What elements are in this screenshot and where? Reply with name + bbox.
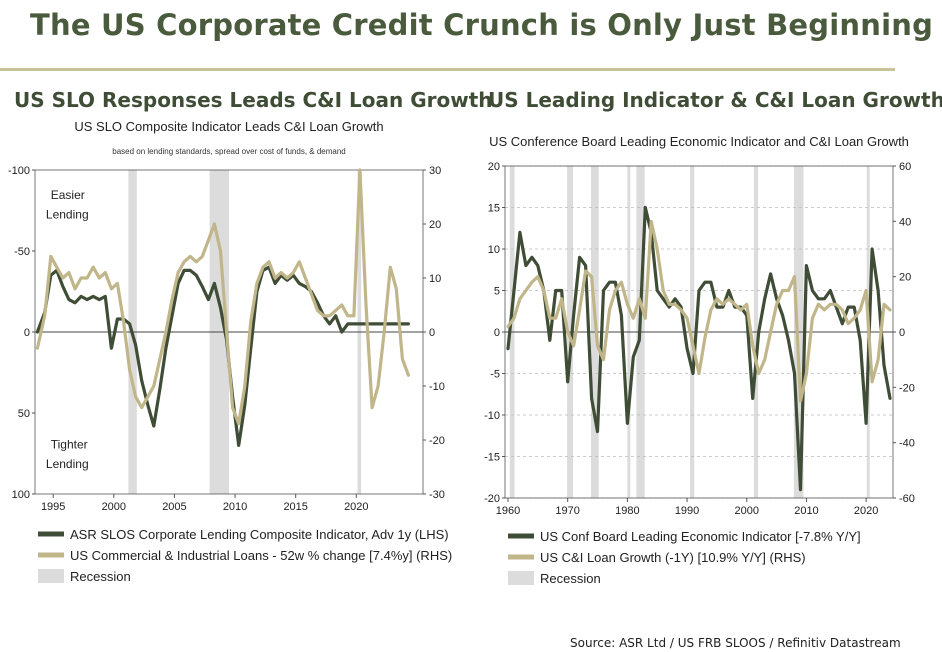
annotation-label: Lending (46, 208, 89, 222)
right-panel-title: US Leading Indicator & C&I Loan Growth (488, 88, 942, 112)
y-right-tick-label: 20 (429, 219, 441, 231)
legend-label: US Commercial & Industrial Loans - 52w %… (70, 548, 452, 563)
x-tick-label: 2015 (283, 501, 307, 513)
chart-title: US SLO Composite Indicator Leads C&I Loa… (74, 119, 383, 134)
y-right-tick-label: 40 (899, 216, 911, 228)
legend-label: Recession (540, 571, 601, 586)
y-right-tick-label: -10 (429, 381, 445, 393)
y-right-tick-label: 0 (899, 327, 905, 339)
x-tick-label: 2010 (223, 501, 247, 513)
leading-indicator-chart: US Conference Board Leading Economic Ind… (484, 134, 915, 586)
x-tick-label: 2005 (162, 501, 186, 513)
y-left-tick-label: 10 (488, 244, 500, 256)
x-tick-label: 2000 (735, 505, 759, 517)
y-left-tick-label: 100 (12, 489, 30, 501)
y-right-tick-label: 30 (429, 165, 441, 177)
y-left-tick-label: 5 (494, 286, 500, 298)
y-left-tick-label: -15 (484, 452, 500, 464)
x-tick-label: 1980 (615, 505, 639, 517)
y-left-tick-label: 20 (488, 161, 500, 173)
legend-label: US C&I Loan Growth (-1Y) [10.9% Y/Y] (RH… (540, 550, 806, 565)
y-right-tick-label: -20 (899, 382, 915, 394)
legend-label: Recession (70, 569, 131, 584)
y-left-tick-label: 50 (18, 408, 30, 420)
page-title: The US Corporate Credit Crunch is Only J… (30, 8, 934, 42)
series-line-1 (35, 265, 410, 447)
annotation-label: Lending (46, 457, 89, 471)
y-left-tick-label: 15 (488, 203, 500, 215)
y-right-tick-label: 20 (899, 272, 911, 284)
title-divider (0, 68, 895, 71)
x-tick-label: 1990 (675, 505, 699, 517)
y-left-tick-label: -50 (14, 246, 30, 258)
y-right-tick-label: 60 (899, 161, 911, 173)
y-left-tick-label: -10 (484, 410, 500, 422)
annotation-label: Tighter (51, 438, 88, 452)
y-left-tick-label: 0 (494, 327, 500, 339)
y-right-tick-label: -20 (429, 435, 445, 447)
series-line-1 (506, 205, 892, 492)
x-tick-label: 2020 (854, 505, 878, 517)
legend-swatch (508, 571, 534, 585)
y-right-tick-label: 0 (429, 327, 435, 339)
series-line-2 (506, 219, 892, 403)
x-tick-label: 1970 (555, 505, 579, 517)
y-right-tick-label: 10 (429, 273, 441, 285)
y-right-tick-label: -60 (899, 493, 915, 505)
y-left-tick-label: -100 (8, 165, 30, 177)
y-right-tick-label: -40 (899, 438, 915, 450)
y-left-tick-label: -5 (490, 369, 500, 381)
chart-subtitle: based on lending standards, spread over … (112, 147, 345, 156)
x-tick-label: 2020 (344, 501, 368, 513)
annotation-label: Easier (51, 188, 85, 202)
slo-chart: US SLO Composite Indicator Leads C&I Loa… (8, 119, 452, 584)
x-tick-label: 1995 (41, 501, 65, 513)
x-tick-label: 2000 (102, 501, 126, 513)
x-tick-label: 2010 (794, 505, 818, 517)
legend-swatch (38, 569, 64, 583)
legend-label: US Conf Board Leading Economic Indicator… (540, 529, 861, 544)
left-panel-title: US SLO Responses Leads C&I Loan Growth (14, 88, 493, 112)
source-note: Source: ASR Ltd / US FRB SLOOS / Refinit… (570, 636, 901, 650)
series-line-2 (35, 168, 410, 426)
y-left-tick-label: -20 (484, 493, 500, 505)
chart-title: US Conference Board Leading Economic Ind… (489, 134, 909, 149)
y-right-tick-label: -30 (429, 489, 445, 501)
y-left-tick-label: 0 (24, 327, 30, 339)
x-tick-label: 1960 (496, 505, 520, 517)
legend-label: ASR SLOS Corporate Lending Composite Ind… (70, 527, 449, 542)
